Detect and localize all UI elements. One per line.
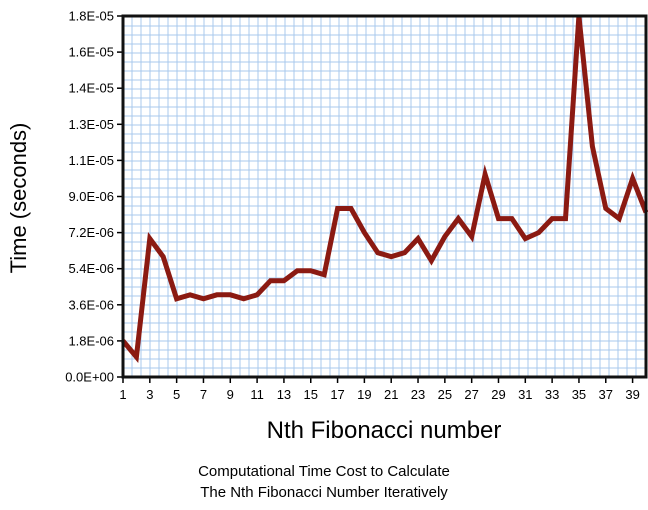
x-tick-label: 23 xyxy=(411,387,425,402)
series-line-0 xyxy=(121,15,648,363)
y-tick-label: 3.6E-06 xyxy=(68,297,114,312)
x-tick-label: 7 xyxy=(200,387,207,402)
x-axis-label: Nth Fibonacci number xyxy=(267,417,502,444)
x-tick-label: 11 xyxy=(250,387,264,402)
y-tick-label: 0.0E+00 xyxy=(65,370,114,385)
x-tick-label: 15 xyxy=(304,387,318,402)
x-tick-label: 21 xyxy=(384,387,398,402)
plot-frame xyxy=(121,14,648,379)
caption-line-2: The Nth Fibonacci Number Iteratively xyxy=(200,484,448,501)
x-tick-label: 37 xyxy=(599,387,613,402)
x-tick-label: 3 xyxy=(146,387,153,402)
y-tick-label: 1.1E-05 xyxy=(68,153,114,168)
x-tick-label: 39 xyxy=(625,387,639,402)
x-tick-label: 13 xyxy=(277,387,291,402)
x-tick-label: 33 xyxy=(545,387,559,402)
x-tick-label: 29 xyxy=(491,387,505,402)
x-tick-label: 19 xyxy=(357,387,371,402)
y-tick-label: 7.2E-06 xyxy=(68,225,114,240)
x-tick-label: 35 xyxy=(572,387,586,402)
y-tick-label: 5.4E-06 xyxy=(68,261,114,276)
y-tick-label: 1.6E-05 xyxy=(68,45,114,60)
x-tick-label: 27 xyxy=(464,387,478,402)
y-tick-label: 1.4E-05 xyxy=(68,81,114,96)
caption-line-1: Computational Time Cost to Calculate xyxy=(198,463,450,480)
y-axis-label: Time (seconds) xyxy=(6,123,31,274)
x-tick-label: 9 xyxy=(227,387,234,402)
x-tick-label: 1 xyxy=(119,387,126,402)
y-tick-label: 1.8E-05 xyxy=(68,9,114,24)
y-tick-label: 1.3E-05 xyxy=(68,117,114,132)
x-tick-label: 31 xyxy=(518,387,532,402)
y-tick-label: 1.8E-06 xyxy=(68,333,114,348)
y-tick-label: 9.0E-06 xyxy=(68,189,114,204)
x-tick-label: 5 xyxy=(173,387,180,402)
x-tick-label: 17 xyxy=(330,387,344,402)
x-tick-label: 25 xyxy=(438,387,452,402)
